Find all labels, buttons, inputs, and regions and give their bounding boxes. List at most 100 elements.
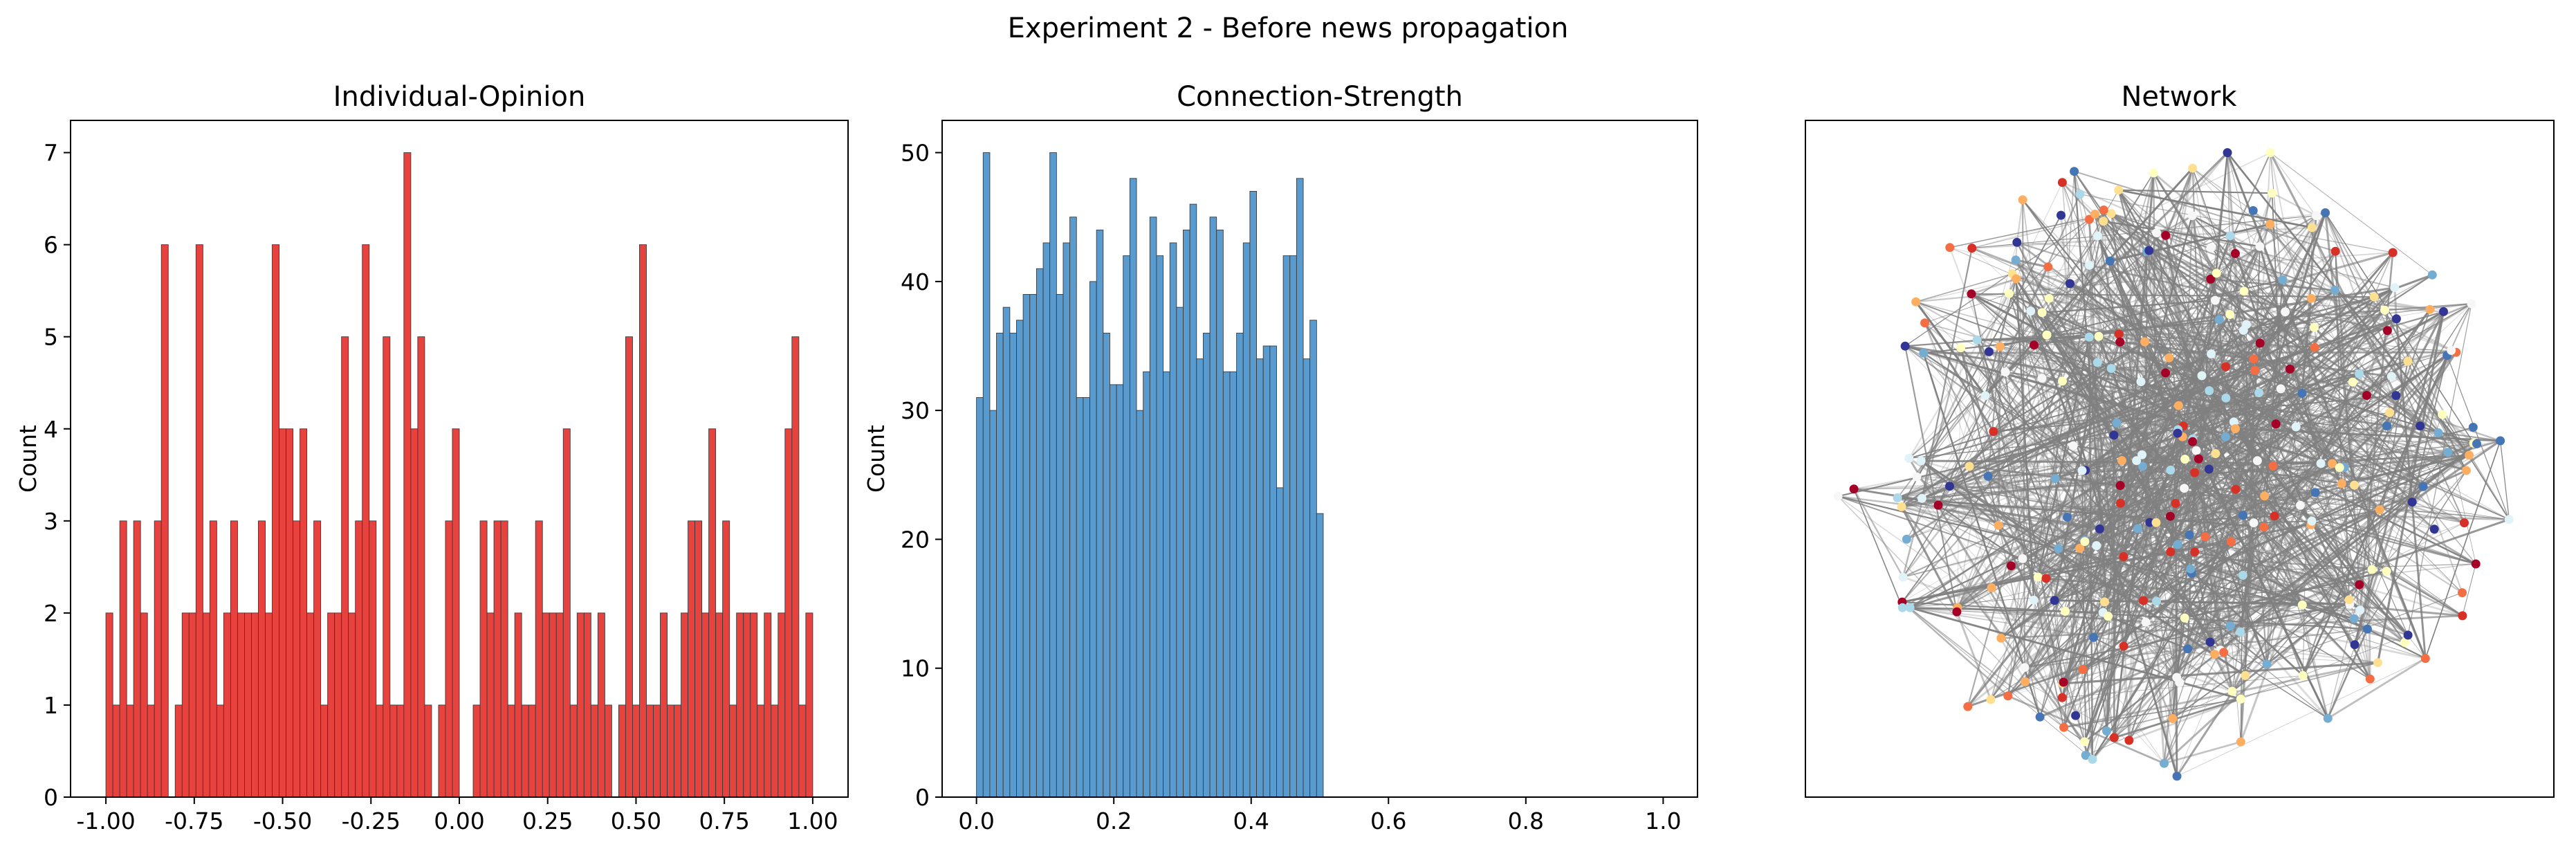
network-node	[1989, 427, 1998, 436]
network-node	[2227, 537, 2236, 546]
network-node	[1913, 473, 1922, 482]
network-node	[2310, 343, 2319, 352]
network-node	[2265, 220, 2274, 229]
connection-histogram-xtick-label: 0.0	[958, 807, 994, 834]
opinion-histogram-bar	[494, 521, 501, 797]
opinion-histogram-bar	[147, 705, 154, 797]
network-edge	[1924, 352, 2456, 353]
figure-suptitle: Experiment 2 - Before news propagation	[1008, 12, 1569, 44]
connection-histogram-bar	[1316, 513, 1323, 797]
connection-histogram-bar	[1217, 230, 1224, 797]
network-node	[2166, 547, 2175, 556]
network-node	[2238, 571, 2247, 580]
opinion-histogram-bar	[106, 613, 113, 797]
opinion-histogram-bar	[161, 245, 168, 797]
network-node	[2003, 691, 2012, 700]
network-node	[2166, 512, 2175, 521]
network-node	[2066, 279, 2074, 288]
connection-histogram-bar	[1030, 294, 1037, 797]
network-node	[2107, 364, 2116, 373]
network-node	[1902, 535, 1911, 544]
connection-histogram-bar	[977, 398, 984, 797]
network-node	[2026, 307, 2035, 316]
network-node	[2298, 389, 2307, 398]
opinion-histogram-xtick-label: -0.75	[165, 807, 223, 834]
opinion-histogram-xtick-label: -0.25	[342, 807, 401, 834]
connection-histogram-bar	[1123, 256, 1130, 797]
connection-histogram-bar	[1063, 243, 1070, 797]
network-node	[2099, 206, 2108, 214]
network-node	[2205, 386, 2214, 395]
network-node	[1973, 336, 1982, 345]
network-node	[2458, 588, 2467, 597]
opinion-histogram-bar	[515, 613, 522, 797]
opinion-histogram-bar	[182, 613, 189, 797]
network-node	[2058, 693, 2067, 702]
network-node	[2310, 323, 2319, 332]
network-node	[2383, 326, 2392, 335]
opinion-histogram-bar	[418, 337, 425, 797]
network-node	[2069, 441, 2078, 450]
connection-histogram-ytick-label: 50	[901, 140, 930, 167]
opinion-histogram-xtick-label: -0.50	[253, 807, 312, 834]
connection-histogram-ytick-label: 30	[901, 397, 930, 424]
opinion-histogram-ytick-label: 5	[44, 324, 58, 351]
network-node	[2447, 346, 2456, 355]
network-node	[2119, 641, 2128, 650]
connection-histogram-xtick-label: 0.2	[1096, 807, 1132, 834]
opinion-histogram-bar	[757, 705, 764, 797]
network-node	[2050, 596, 2059, 605]
network-node	[2183, 644, 2192, 653]
network-node	[2335, 463, 2344, 472]
network-node	[2186, 565, 2195, 574]
network-node	[2254, 388, 2263, 397]
network-node	[2058, 178, 2067, 187]
network-node	[2408, 498, 2417, 506]
network-node	[2317, 459, 2326, 468]
network-node	[1899, 573, 1908, 582]
network-node	[2236, 628, 2245, 637]
network-edge	[1854, 489, 1902, 608]
network-node	[2190, 547, 2199, 556]
network-node	[2116, 481, 2125, 490]
connection-histogram-bar	[1184, 230, 1190, 797]
network-node	[2366, 675, 2375, 684]
connection-histogram-title: Connection-Strength	[1177, 81, 1463, 113]
network-node	[2472, 560, 2481, 569]
opinion-histogram-bar	[314, 521, 321, 797]
opinion-histogram-bar	[778, 613, 785, 797]
network-node	[2188, 437, 2197, 446]
network-node	[1898, 603, 1907, 612]
network-node	[2238, 511, 2247, 520]
network-node	[2403, 357, 2412, 366]
connection-histogram-bar	[1010, 333, 1017, 797]
opinion-histogram-bar	[473, 705, 480, 797]
network-node	[2206, 638, 2215, 647]
network-node	[2253, 456, 2262, 465]
opinion-histogram-bar	[751, 613, 757, 797]
opinion-histogram-bar	[668, 705, 674, 797]
opinion-histogram-bar	[737, 613, 744, 797]
network-node	[2090, 210, 2099, 219]
connection-histogram-bar	[1043, 243, 1050, 797]
network-node	[2185, 530, 2194, 539]
network-node	[2299, 671, 2308, 680]
network-node	[2259, 522, 2268, 531]
network-node	[1952, 608, 1961, 617]
opinion-histogram-bar	[480, 521, 487, 797]
opinion-histogram-bar	[674, 705, 681, 797]
opinion-histogram-bar	[356, 521, 362, 797]
connection-histogram-bar	[1150, 217, 1157, 797]
network-node	[2240, 286, 2249, 295]
network-node	[1985, 347, 1994, 356]
opinion-histogram-bar	[792, 337, 799, 797]
network-node	[2085, 261, 2094, 270]
connection-histogram-bar	[1303, 359, 1310, 797]
network-node	[2267, 189, 2276, 198]
opinion-histogram-bar	[702, 613, 709, 797]
opinion-histogram-bar	[362, 245, 369, 797]
network-node	[2137, 450, 2146, 459]
network-node	[2345, 595, 2354, 604]
opinion-histogram-bar	[452, 429, 459, 797]
